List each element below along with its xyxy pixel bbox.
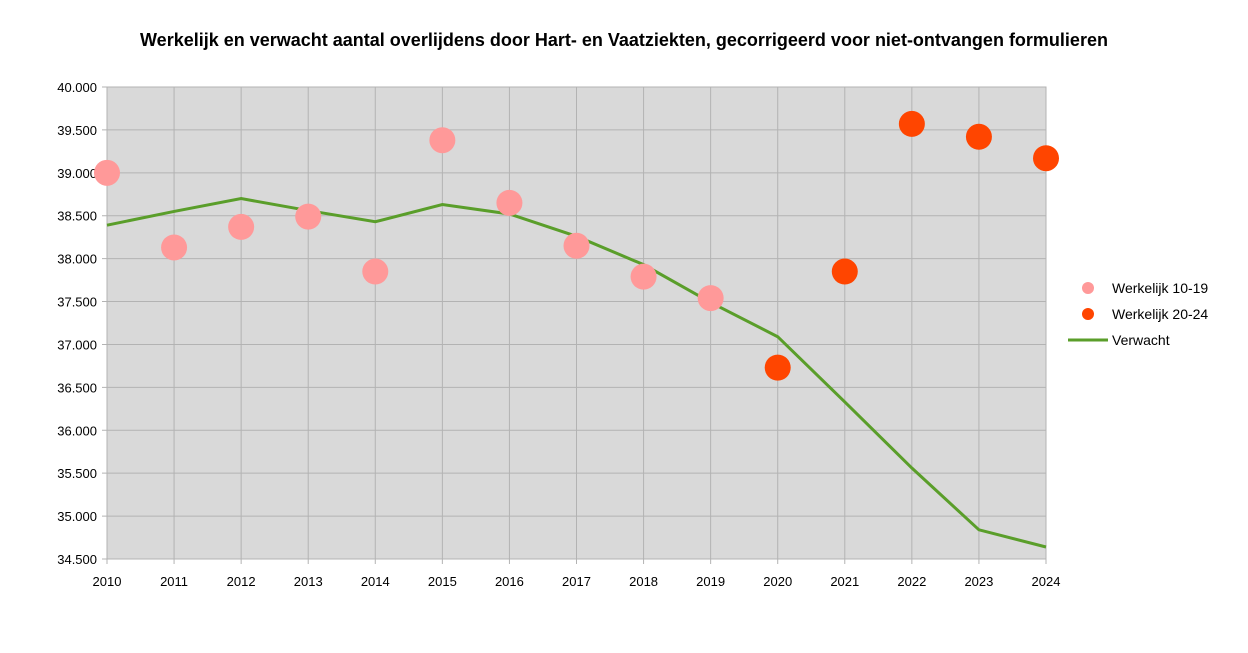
x-tick-label: 2022 [897, 574, 926, 589]
data-point-werkelijk-20-24 [831, 258, 858, 285]
y-tick-label: 38.500 [57, 209, 97, 224]
y-tick-label: 34.500 [57, 552, 97, 567]
y-tick-label: 38.000 [57, 252, 97, 267]
series-marks [94, 110, 1059, 549]
data-point-werkelijk-20-24 [1033, 145, 1059, 172]
data-point-werkelijk-10-19 [496, 189, 523, 216]
data-point-werkelijk-10-19 [161, 234, 188, 261]
data-point-werkelijk-10-19 [228, 213, 255, 240]
x-tick-label: 2011 [160, 574, 188, 589]
x-tick-label: 2010 [93, 574, 122, 589]
legend-label: Verwacht [1112, 332, 1170, 348]
x-tick-label: 2018 [629, 574, 658, 589]
data-point-werkelijk-10-19 [630, 263, 657, 290]
data-point-werkelijk-10-19 [697, 285, 724, 312]
y-tick-label: 37.500 [57, 295, 97, 310]
legend: Werkelijk 10-19 Werkelijk 20-24 Verwacht [1068, 280, 1208, 348]
x-tick-label: 2013 [294, 574, 323, 589]
axis-labels: 34.500 35.000 35.500 36.000 36.500 37.000 37.5… [57, 80, 1060, 589]
y-tick-label: 39.000 [57, 166, 97, 181]
y-tick-label: 35.000 [57, 509, 97, 524]
data-point-werkelijk-10-19 [563, 232, 590, 259]
legend-marker [1082, 282, 1094, 294]
chart-title: Werkelijk en verwacht aantal overlijdens… [140, 30, 1108, 50]
y-tick-label: 36.500 [57, 380, 97, 395]
x-tick-label: 2015 [428, 574, 457, 589]
y-tick-label: 36.000 [57, 423, 97, 438]
y-tick-label: 39.500 [57, 123, 97, 138]
grid-lines [102, 86, 1047, 564]
y-tick-label: 40.000 [57, 80, 97, 95]
legend-label: Werkelijk 10-19 [1112, 280, 1208, 296]
x-tick-label: 2014 [361, 574, 390, 589]
x-tick-label: 2021 [830, 574, 859, 589]
x-tick-label: 2023 [964, 574, 993, 589]
x-tick-label: 2012 [227, 574, 256, 589]
data-point-werkelijk-10-19 [429, 127, 456, 154]
x-tick-label: 2019 [696, 574, 725, 589]
x-tick-label: 2016 [495, 574, 524, 589]
x-tick-label: 2017 [562, 574, 591, 589]
legend-label: Werkelijk 20-24 [1112, 306, 1208, 322]
data-point-werkelijk-10-19 [94, 159, 120, 186]
data-point-werkelijk-20-24 [965, 123, 992, 150]
data-point-werkelijk-20-24 [898, 110, 925, 137]
y-tick-label: 35.500 [57, 466, 97, 481]
data-point-werkelijk-20-24 [764, 354, 791, 381]
x-tick-label: 2024 [1032, 574, 1061, 589]
legend-marker [1082, 308, 1094, 320]
x-tick-label: 2020 [763, 574, 792, 589]
data-point-werkelijk-10-19 [362, 258, 389, 285]
data-point-werkelijk-10-19 [295, 203, 322, 230]
y-tick-label: 37.000 [57, 337, 97, 352]
